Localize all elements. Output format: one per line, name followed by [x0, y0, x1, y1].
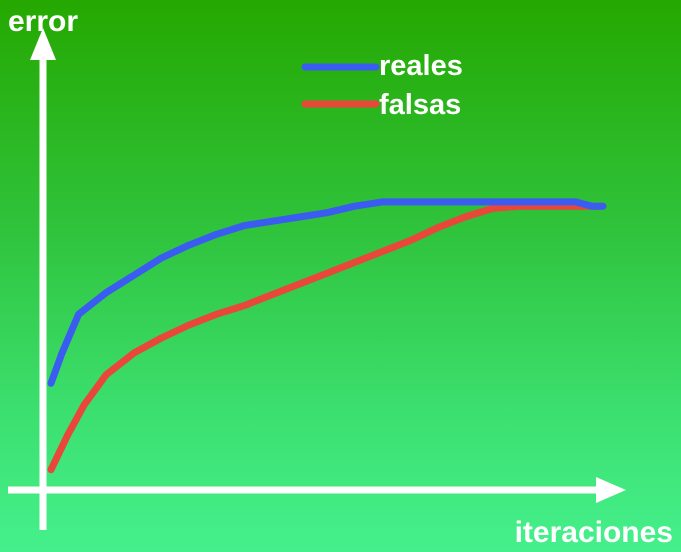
legend-label-falsas: falsas: [379, 89, 461, 121]
series-layer: [47, 198, 607, 474]
series-line-reales: [47, 198, 607, 387]
series-line-falsas: [47, 202, 607, 474]
x-axis-arrow: [596, 477, 626, 503]
x-axis-label: iteraciones: [515, 516, 673, 549]
axes: [8, 28, 626, 530]
y-axis-label: error: [8, 5, 78, 38]
legend: reales falsas: [301, 50, 463, 121]
y-axis-arrow: [30, 28, 56, 60]
legend-label-reales: reales: [379, 50, 463, 82]
